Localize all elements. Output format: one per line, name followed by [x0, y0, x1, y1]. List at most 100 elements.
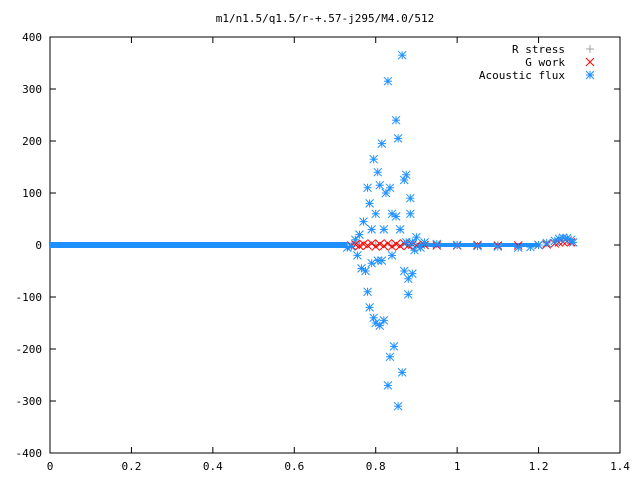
- data-point: [346, 242, 356, 251]
- data-point: [359, 217, 368, 226]
- data-point: [389, 342, 399, 351]
- data-point: [568, 238, 578, 247]
- data-point: [393, 401, 403, 411]
- data-point: [387, 251, 397, 260]
- data-point: [361, 266, 370, 276]
- y-tick-label: -400: [16, 447, 43, 460]
- data-point: [379, 241, 389, 251]
- x-tick-label: 0: [47, 460, 54, 473]
- legend-marker: [585, 57, 595, 67]
- data-point: [412, 232, 421, 242]
- data-point: [401, 170, 411, 180]
- data-point: [377, 256, 387, 265]
- data-point: [365, 303, 374, 312]
- data-point: [363, 183, 372, 193]
- data-point: [375, 180, 385, 190]
- series-2: [342, 50, 578, 411]
- data-point: [403, 290, 413, 299]
- data-point: [371, 209, 381, 219]
- data-point: [385, 352, 395, 362]
- data-point: [558, 233, 568, 243]
- x-tick-label: 1.2: [529, 460, 549, 473]
- data-point: [391, 239, 401, 249]
- data-point: [397, 368, 407, 377]
- data-point: [365, 199, 374, 208]
- data-point: [375, 321, 385, 330]
- data-point: [377, 139, 387, 148]
- data-point: [391, 115, 401, 125]
- data-point: [399, 266, 409, 276]
- data-point: [405, 209, 415, 219]
- y-tick-label: -100: [16, 291, 43, 304]
- y-tick-label: 0: [35, 239, 42, 252]
- x-tick-label: 0.6: [284, 460, 304, 473]
- data-point: [369, 154, 379, 164]
- legend-label: Acoustic flux: [479, 69, 565, 82]
- data-marks: [342, 50, 578, 411]
- x-tick-label: 1: [454, 460, 461, 473]
- data-point: [383, 381, 393, 390]
- data-point: [391, 212, 401, 221]
- y-tick-label: 400: [22, 31, 42, 44]
- data-point: [534, 240, 543, 250]
- data-point: [397, 50, 407, 60]
- x-tick-label: 1.4: [610, 460, 630, 473]
- x-tick-label: 0.8: [366, 460, 386, 473]
- data-point: [383, 76, 393, 86]
- data-point: [353, 251, 362, 260]
- data-point: [351, 235, 360, 245]
- y-tick-label: 100: [22, 187, 42, 200]
- data-point: [432, 239, 442, 249]
- y-tick-label: -200: [16, 343, 43, 356]
- data-point: [408, 269, 417, 278]
- data-point: [542, 238, 552, 248]
- x-tick-label: 0.4: [203, 460, 223, 473]
- chart-title: m1/n1.5/q1.5/r-+.57-j295/M4.0/512: [216, 12, 435, 25]
- data-point: [403, 274, 413, 284]
- data-point: [408, 238, 417, 247]
- data-point: [405, 193, 415, 203]
- x-tick-label: 0.2: [121, 460, 141, 473]
- y-tick-label: 300: [22, 83, 42, 96]
- data-point: [355, 241, 364, 251]
- y-tick-label: 200: [22, 135, 42, 148]
- legend-label: G work: [525, 56, 565, 69]
- data-point: [373, 167, 383, 177]
- data-point: [395, 225, 405, 234]
- acoustic-flux-dense-band: [50, 242, 348, 248]
- data-point: [452, 240, 462, 250]
- data-point: [379, 225, 389, 234]
- data-point: [387, 242, 397, 251]
- data-point: [363, 287, 372, 297]
- legend-marker: [585, 70, 595, 80]
- zero-baseline: [50, 242, 539, 248]
- data-point: [526, 242, 535, 252]
- data-point: [355, 230, 364, 239]
- data-point: [367, 239, 376, 248]
- data-point: [367, 258, 376, 268]
- data-point: [367, 225, 376, 234]
- data-point: [371, 242, 381, 251]
- axis-ticks: 0 0.2 0.4 0.6 0.8 1 1.2 1.4 -400 -300 -200 -100 0 100…: [16, 31, 631, 473]
- data-point: [383, 239, 393, 248]
- data-point: [379, 316, 389, 325]
- data-point: [393, 134, 403, 143]
- data-point: [395, 241, 405, 251]
- data-point: [385, 183, 395, 193]
- y-tick-label: -300: [16, 395, 43, 408]
- data-point: [420, 238, 429, 247]
- data-point: [381, 188, 391, 198]
- data-point: [416, 243, 425, 252]
- data-point: [399, 239, 409, 248]
- data-point: [493, 242, 503, 251]
- legend-label: R stress: [512, 43, 565, 56]
- data-point: [550, 236, 560, 246]
- data-point: [473, 241, 482, 251]
- legend-marker: [586, 45, 594, 53]
- data-point: [513, 243, 523, 252]
- data-point: [375, 239, 385, 249]
- data-point: [373, 256, 383, 265]
- data-point: [363, 241, 372, 250]
